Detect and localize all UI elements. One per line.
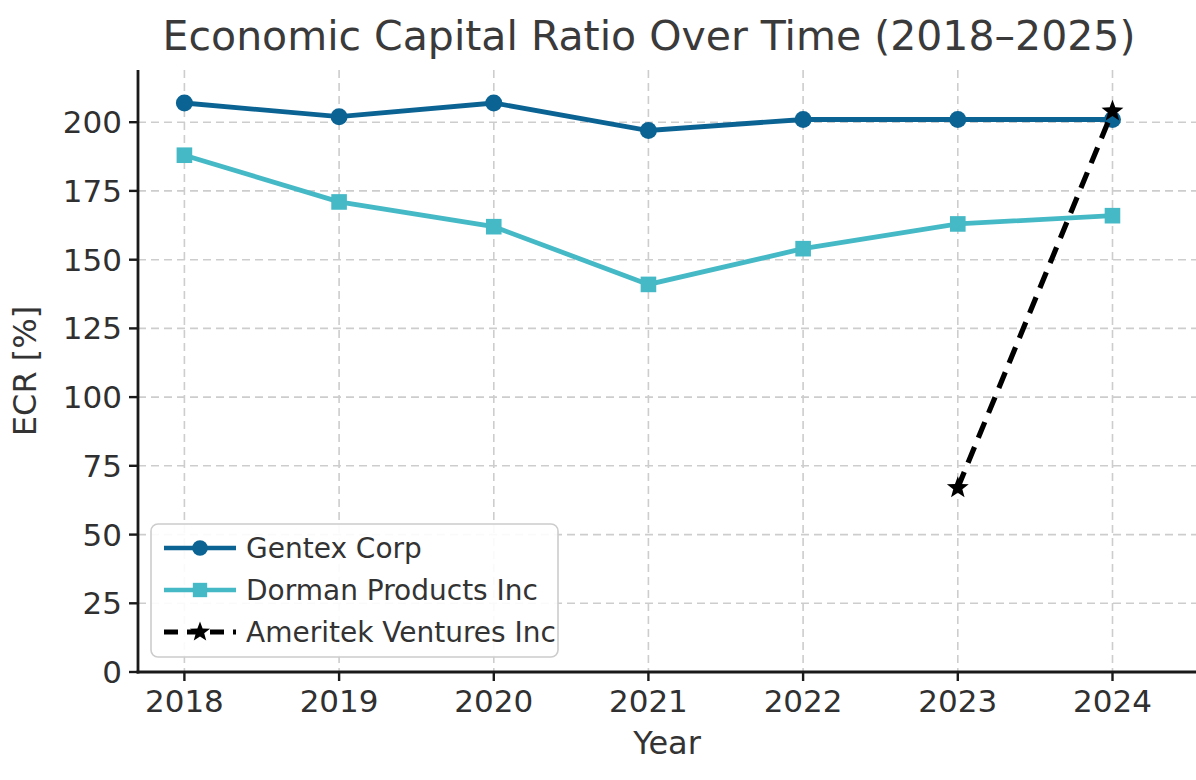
y-tick-label: 125 (63, 310, 122, 346)
marker-star (947, 476, 969, 497)
series-layer (176, 94, 1124, 497)
x-tick-label: 2018 (145, 683, 224, 719)
chart-canvas: 2018 2019 2020 2021 2022 2023 2024 0 25 50 75 100 12… (0, 0, 1196, 780)
marker-square (950, 216, 966, 232)
marker-square (795, 241, 811, 257)
x-tick-label: 2024 (1073, 683, 1152, 719)
x-tick-label: 2020 (454, 683, 533, 719)
marker-square (331, 194, 347, 210)
y-tick-label: 175 (63, 173, 122, 209)
marker-circle (485, 94, 502, 111)
x-tick-label: 2022 (764, 683, 843, 719)
marker-circle (949, 111, 966, 128)
chart-title: Economic Capital Ratio Over Time (2018–2… (163, 12, 1136, 60)
x-tick-label: 2021 (609, 683, 688, 719)
y-tick-label: 200 (63, 104, 122, 140)
legend-label-dorman-products-inc: Dorman Products Inc (246, 574, 538, 607)
marker-circle (640, 122, 657, 139)
marker-circle (176, 94, 193, 111)
legend: Gentex Corp Dorman Products Inc Ameritek V… (151, 524, 558, 657)
x-tick-label: 2019 (300, 683, 379, 719)
series-line-ameritek-ventures-inc (958, 111, 1113, 488)
marker-circle (192, 540, 208, 556)
x-axis-label: Year (632, 724, 702, 762)
y-axis-label: ECR [%] (6, 306, 44, 436)
legend-label-ameritek-ventures-inc: Ameritek Ventures Inc (246, 616, 556, 649)
y-tick-label: 50 (83, 517, 122, 553)
marker-square (641, 277, 657, 293)
y-tick-label: 100 (63, 379, 122, 415)
y-tick-label: 75 (83, 448, 122, 484)
marker-circle (795, 111, 812, 128)
y-tick-label: 25 (83, 585, 122, 621)
marker-square (193, 583, 207, 597)
marker-square (486, 219, 502, 235)
marker-square (1105, 208, 1121, 224)
x-tick-label: 2023 (918, 683, 997, 719)
y-tick-label: 150 (63, 242, 122, 278)
marker-square (177, 147, 193, 163)
line-chart: 2018 2019 2020 2021 2022 2023 2024 0 25 50 75 100 12… (0, 0, 1196, 780)
y-tick-label: 0 (102, 654, 122, 690)
marker-circle (331, 108, 348, 125)
legend-label-gentex-corp: Gentex Corp (246, 532, 422, 565)
